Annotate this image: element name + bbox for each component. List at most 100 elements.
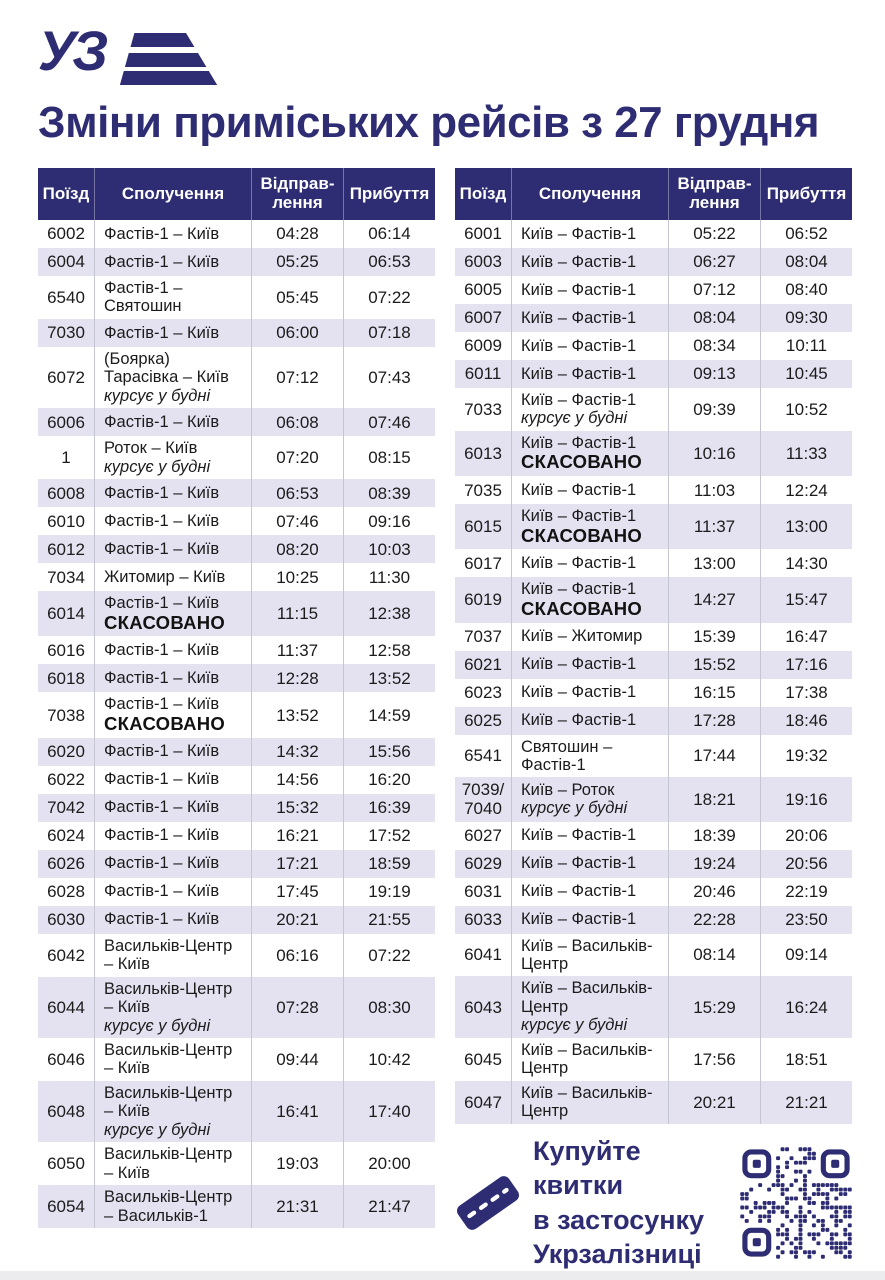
train-number-cell: 6541: [464, 746, 502, 766]
arrival-cell: 18:59: [343, 849, 435, 878]
train-number-cell: 6026: [47, 854, 85, 874]
route-cell: Київ – Васильків-Центр курсує у будні: [511, 976, 668, 1038]
arrival-cell: 09:30: [760, 304, 852, 332]
departure-cell: 15:29: [668, 976, 760, 1038]
arrival-cell: 07:46: [343, 408, 435, 437]
route-cell: Фастів-1 – Київ: [94, 765, 251, 794]
table-row: 6011 Київ – Фастів-1 09:13 10:45: [455, 360, 852, 388]
weekdays-note: курсує у будні: [104, 386, 211, 405]
col-header-route: Сполучення: [511, 168, 668, 220]
route-cell: Київ – Фастів-1: [511, 360, 668, 388]
route-text: Васильків-Центр – Київ: [104, 1041, 233, 1078]
arrival-cell: 08:39: [343, 479, 435, 508]
arrival-cell: 15:47: [760, 577, 852, 623]
route-cell: Київ – Фастів-1: [511, 304, 668, 332]
arrival-cell: 17:52: [343, 821, 435, 850]
route-cell: Київ – Фастів-1: [511, 905, 668, 934]
departure-cell: 08:34: [668, 332, 760, 360]
table-row: 6024 Фастів-1 – Київ 16:21 17:52: [38, 821, 435, 850]
route-text: Київ – Васильків-Центр: [521, 1083, 653, 1121]
route-cell: Київ – Фастів-1: [511, 248, 668, 276]
train-number-cell: 7039/ 7040: [461, 780, 505, 819]
table-row: 7035 Київ – Фастів-1 11:03 12:24: [455, 476, 852, 505]
route-text: Фастів-1 – Київ: [104, 484, 220, 503]
arrival-cell: 21:21: [760, 1080, 852, 1124]
table-row: 6010 Фастів-1 – Київ 07:46 09:16: [38, 507, 435, 536]
route-text: Київ – Фастів-1: [521, 308, 637, 327]
arrival-cell: 09:14: [760, 933, 852, 977]
page-title: Зміни приміських рейсів з 27 грудня: [38, 98, 820, 147]
arrival-cell: 12:24: [760, 476, 852, 505]
route-cell: Київ – Васильків-Центр: [511, 1080, 668, 1124]
route-text: Фастів-1 – Київ: [104, 770, 220, 789]
train-number-cell: 6042: [47, 945, 85, 965]
route-cell: Фастів-1 – Київ: [94, 535, 251, 564]
train-number-cell: 7037: [464, 626, 502, 646]
table-row: 6044 Васильків-Центр – Київ курсує у буд…: [38, 976, 435, 1038]
train-number-cell: 6021: [464, 654, 502, 674]
promo-text: Купуйте квитки в застосунку Укрзалізниці: [533, 1134, 728, 1272]
train-number-cell: 6007: [464, 308, 502, 328]
timetable-right: Поїзд Сполучення Відправ- лення Прибуття…: [455, 168, 852, 1124]
cancelled-label: СКАСОВАНО: [521, 451, 643, 473]
route-cell: Фастів-1 – Київ: [94, 737, 251, 766]
arrival-cell: 07:22: [343, 276, 435, 319]
train-number-cell: 7030: [47, 323, 85, 343]
train-number-cell: 7035: [464, 480, 502, 500]
arrival-cell: 20:00: [343, 1142, 435, 1186]
table-row: 6033 Київ – Фастів-1 22:28 23:50: [455, 905, 852, 934]
table-row: 6025 Київ – Фастів-1 17:28 18:46: [455, 706, 852, 735]
route-text: Київ – Фастів-1: [521, 480, 637, 499]
departure-cell: 08:14: [668, 933, 760, 977]
arrival-cell: 18:46: [760, 706, 852, 735]
header: УЗ Зміни приміських рейсів з 27 грудня: [38, 22, 852, 148]
route-cell: Київ – Фастів-1 СКАСОВАНО: [511, 577, 668, 623]
train-number-cell: 6048: [47, 1102, 85, 1122]
route-text: Київ – Фастів-1: [521, 433, 637, 452]
table-row: 6022 Фастів-1 – Київ 14:56 16:20: [38, 765, 435, 794]
weekdays-note: курсує у будні: [521, 1016, 628, 1035]
route-cell: Київ – Роток курсує у будні: [511, 777, 668, 822]
train-number-cell: 6020: [47, 742, 85, 762]
table-row: 6016 Фастів-1 – Київ 11:37 12:58: [38, 636, 435, 665]
train-number-cell: 6005: [464, 280, 502, 300]
departure-cell: 11:03: [668, 476, 760, 505]
departure-cell: 20:21: [668, 1080, 760, 1124]
table-row: 7033 Київ – Фастів-1 курсує у будні 09:3…: [455, 388, 852, 431]
col-header-arrival: Прибуття: [760, 168, 852, 220]
train-number-cell: 6012: [47, 539, 85, 559]
table-row: 6012 Фастів-1 – Київ 08:20 10:03: [38, 535, 435, 564]
train-number-cell: 6022: [47, 770, 85, 790]
col-header-arrival: Прибуття: [343, 168, 435, 220]
route-cell: (Боярка) Тарасівка – Київ курсує у будні: [94, 346, 251, 409]
route-cell: Київ – Васильків-Центр: [511, 933, 668, 977]
departure-cell: 06:00: [251, 318, 343, 347]
route-cell: Фастів-1 – Київ: [94, 793, 251, 822]
table-row: 6004 Фастів-1 – Київ 05:25 06:53: [38, 248, 435, 276]
arrival-cell: 06:14: [343, 220, 435, 248]
train-number-cell: 6023: [464, 682, 502, 702]
table-row: 6009 Київ – Фастів-1 08:34 10:11: [455, 332, 852, 360]
train-number-cell: 6025: [464, 710, 502, 730]
route-cell: Київ – Фастів-1: [511, 476, 668, 505]
route-cell: Васильків-Центр – Київ: [94, 933, 251, 977]
table-header-row: Поїзд Сполучення Відправ- лення Прибуття: [38, 168, 435, 220]
route-text: Фастів-1 – Київ: [104, 826, 220, 845]
arrival-cell: 12:38: [343, 591, 435, 637]
col-header-route: Сполучення: [94, 168, 251, 220]
route-text: Київ – Фастів-1: [521, 711, 637, 730]
departure-cell: 11:15: [251, 591, 343, 637]
train-number-cell: 6043: [464, 997, 502, 1017]
route-cell: Житомир – Київ: [94, 563, 251, 592]
departure-cell: 13:52: [251, 692, 343, 738]
table-row: 6018 Фастів-1 – Київ 12:28 13:52: [38, 664, 435, 693]
train-number-cell: 7033: [464, 399, 502, 419]
train-number-cell: 6013: [464, 444, 502, 464]
arrival-cell: 10:11: [760, 332, 852, 360]
route-text: Фастів-1 – Святошин: [104, 279, 183, 316]
route-text: Фастів-1 – Київ: [104, 798, 220, 817]
train-number-cell: 6018: [47, 668, 85, 688]
departure-cell: 09:44: [251, 1038, 343, 1081]
route-cell: Київ – Фастів-1: [511, 821, 668, 850]
route-text: Фастів-1 – Київ: [104, 854, 220, 873]
